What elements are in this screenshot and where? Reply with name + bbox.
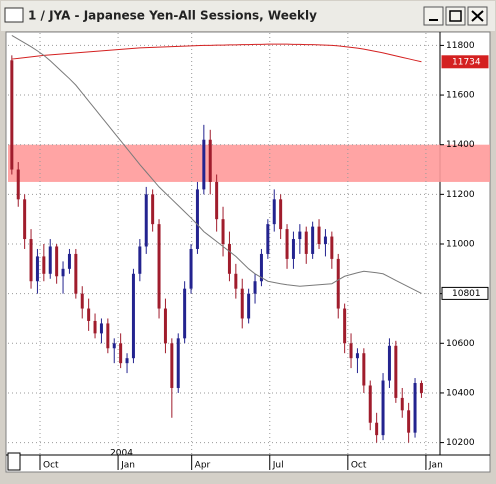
candle-body: [144, 194, 148, 247]
candle-body: [16, 169, 20, 200]
candle-body: [151, 194, 155, 225]
candle-body: [362, 353, 366, 386]
candle-body: [87, 308, 91, 321]
candle-body: [176, 338, 180, 388]
highlight-band: [8, 144, 490, 182]
moving-average-line: [11, 43, 422, 63]
last-value-label: 10801: [452, 289, 481, 299]
candle-body: [304, 231, 308, 254]
candle-body: [74, 253, 78, 294]
candle-body: [330, 236, 334, 259]
candle-body: [183, 288, 187, 339]
candle-body: [311, 226, 315, 254]
candle-body: [240, 288, 244, 319]
moving-average-line: [11, 35, 422, 294]
x-tick-label: Jan: [120, 461, 135, 471]
candle-body: [227, 244, 231, 274]
candle-body: [394, 345, 398, 398]
candle-body: [272, 199, 276, 225]
candle-body: [259, 253, 263, 282]
candle-body: [138, 246, 142, 274]
x-tick-label: Apr: [195, 461, 211, 471]
candle-body: [29, 239, 33, 282]
candle-body: [125, 358, 129, 364]
candle-body: [266, 224, 270, 254]
candle-body: [131, 273, 135, 359]
candle-body: [413, 383, 417, 433]
candle-body: [42, 256, 46, 274]
candle-body: [202, 139, 206, 190]
candle-body: [317, 226, 321, 244]
x-tick-label: Oct: [43, 461, 59, 471]
candle-body: [170, 343, 174, 388]
candle-body: [67, 253, 71, 269]
candle-body: [291, 239, 295, 259]
maximize-icon: [449, 10, 462, 22]
candle-body: [10, 60, 14, 170]
candle-body: [247, 293, 251, 319]
candle-body: [298, 231, 302, 240]
y-tick-label: 11400: [446, 140, 475, 150]
candle-body: [368, 385, 372, 423]
candle-body: [61, 268, 65, 277]
y-tick-label: 10400: [446, 388, 475, 398]
candle-body: [407, 410, 411, 433]
last-value-box: [441, 55, 489, 69]
x-tick-label: Oct: [351, 461, 367, 471]
candle-body: [285, 229, 289, 259]
scroll-box[interactable]: [7, 452, 21, 471]
minimize-button[interactable]: [423, 6, 444, 26]
candle-body: [387, 345, 391, 381]
year-label: 2004: [110, 449, 133, 459]
title-bar: [1, 1, 495, 31]
candle-body: [349, 343, 353, 359]
x-tick-label: Jul: [272, 461, 284, 471]
candle-body: [35, 256, 39, 282]
y-tick-label: 11800: [446, 41, 475, 51]
chart-area: [5, 31, 491, 473]
candle-body: [234, 273, 238, 289]
candle-body: [195, 189, 199, 249]
candle-body: [221, 219, 225, 244]
candle-body: [208, 139, 212, 182]
candle-body: [279, 199, 283, 230]
y-tick-label: 10200: [446, 438, 475, 448]
candle-body: [381, 380, 385, 436]
candle-body: [375, 422, 379, 436]
candle-body: [112, 343, 116, 349]
candle-body: [99, 323, 103, 334]
chart-title: 1 / JYA - Japanese Yen-All Sessions, Wee…: [28, 9, 317, 23]
candle-body: [253, 281, 257, 294]
y-tick-label: 11000: [446, 240, 475, 250]
candle-body: [215, 181, 219, 220]
candle-body: [323, 236, 327, 244]
candle-body: [157, 224, 161, 309]
candle-body: [48, 246, 52, 274]
candle-body: [55, 246, 59, 277]
candle-body: [419, 383, 423, 393]
candle-body: [400, 397, 404, 411]
y-tick-label: 10600: [446, 339, 475, 349]
candle-body: [336, 258, 340, 309]
candle-body: [189, 248, 193, 289]
y-tick-label: 11600: [446, 91, 475, 101]
candle-body: [343, 308, 347, 344]
last-value-box: [441, 286, 489, 300]
candle-body: [163, 308, 167, 344]
y-tick-label: 11200: [446, 190, 475, 200]
window-buttons[interactable]: [423, 6, 488, 26]
candle-body: [106, 323, 110, 349]
maximize-button[interactable]: [445, 6, 466, 26]
candle-body: [80, 293, 84, 309]
close-icon: [471, 10, 484, 22]
candle-body: [93, 320, 97, 334]
candle-body: [355, 353, 359, 359]
x-tick-label: Jan: [428, 461, 443, 471]
app-icon: [4, 7, 24, 23]
candle-body: [23, 199, 27, 240]
candle-body: [119, 343, 123, 364]
last-value-label: 11734: [452, 57, 481, 67]
